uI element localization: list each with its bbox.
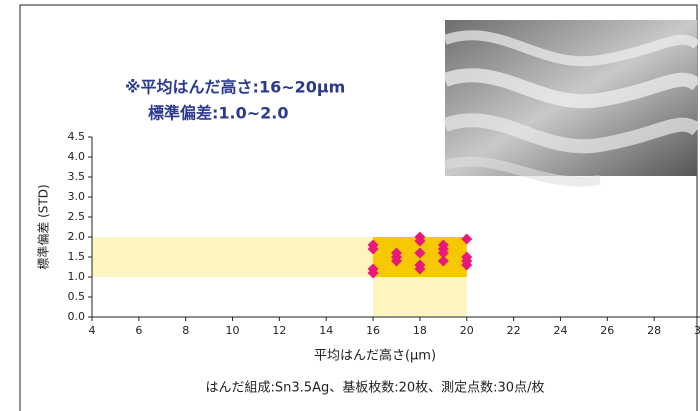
annotation: ※平均はんだ高さ:16~20μm xyxy=(125,78,345,97)
x-tick-label: 12 xyxy=(272,324,286,337)
x-tick-label: 26 xyxy=(600,324,614,337)
x-tick-label: 22 xyxy=(507,324,521,337)
x-axis-label: 平均はんだ高さ(μm) xyxy=(314,348,436,364)
x-tick-label: 16 xyxy=(366,324,380,337)
std-band xyxy=(92,237,373,277)
x-tick-label: 28 xyxy=(647,324,661,337)
x-tick-label: 6 xyxy=(135,324,142,337)
x-tick-label: 24 xyxy=(553,324,567,337)
x-tick-label: 20 xyxy=(460,324,474,337)
y-tick-label: 0.5 xyxy=(68,290,86,303)
y-tick-label: 0.0 xyxy=(68,310,86,323)
y-axis-label: 標準偏差 (STD) xyxy=(36,184,51,269)
x-tick-label: 30 xyxy=(694,324,700,337)
chart: ※平均はんだ高さ:16~20μm 標準偏差:1.0~2.0 平均はんだ高さ(μm… xyxy=(0,0,700,411)
x-tick-label: 10 xyxy=(226,324,240,337)
x-tick-label: 14 xyxy=(319,324,333,337)
y-tick-label: 2.0 xyxy=(68,230,86,243)
y-tick-label: 2.5 xyxy=(68,210,86,223)
photo xyxy=(445,20,697,182)
y-tick-label: 4.0 xyxy=(68,150,86,163)
y-tick-label: 4.5 xyxy=(68,130,86,143)
x-tick-label: 4 xyxy=(89,324,96,337)
y-tick-label: 3.0 xyxy=(68,190,86,203)
annotation: 標準偏差:1.0~2.0 xyxy=(148,104,289,123)
y-tick-label: 1.0 xyxy=(68,270,86,283)
y-tick-label: 3.5 xyxy=(68,170,86,183)
x-tick-label: 18 xyxy=(413,324,427,337)
footnote: はんだ組成:Sn3.5Ag、基板枚数:20枚、測定点数:30点/枚 xyxy=(206,381,545,396)
y-tick-label: 1.5 xyxy=(68,250,86,263)
x-tick-label: 8 xyxy=(182,324,189,337)
